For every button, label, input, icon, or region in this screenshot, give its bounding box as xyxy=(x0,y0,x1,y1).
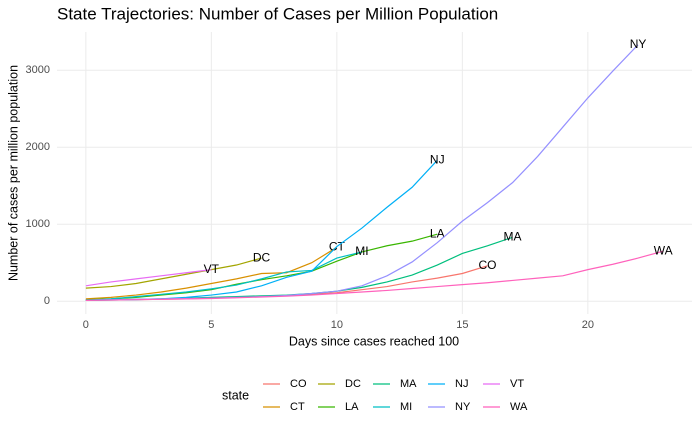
series-line xyxy=(85,257,262,289)
legend-label: VT xyxy=(510,378,524,390)
y-axis-label: Number of cases per million population xyxy=(6,65,20,281)
legend-label: CT xyxy=(290,401,305,413)
legend-label: MI xyxy=(400,401,412,413)
legend-label: MA xyxy=(400,378,417,390)
x-tick-label: 0 xyxy=(83,319,89,331)
series-line xyxy=(85,250,664,302)
y-tick-label: 1000 xyxy=(26,218,50,230)
series-line xyxy=(85,246,338,300)
end-label: MA xyxy=(504,229,522,243)
legend-label: DC xyxy=(345,378,361,390)
legend-label: WA xyxy=(510,401,528,413)
y-tick-label: 3000 xyxy=(26,64,50,76)
x-tick-label: 20 xyxy=(582,319,594,331)
chart-title: State Trajectories: Number of Cases per … xyxy=(57,4,498,23)
y-tick-label: 2000 xyxy=(26,141,50,153)
series-line xyxy=(85,233,438,301)
legend-label: NY xyxy=(455,401,471,413)
legend-label: CO xyxy=(290,378,307,390)
y-tick-label: 0 xyxy=(44,295,50,307)
legend-label: LA xyxy=(345,401,359,413)
series-line xyxy=(85,269,212,287)
end-label: NJ xyxy=(430,152,445,166)
legend-title: state xyxy=(222,388,249,402)
x-axis-label: Days since cases reached 100 xyxy=(289,334,459,348)
series-line xyxy=(85,251,363,302)
end-label: MI xyxy=(355,244,368,258)
end-label: NY xyxy=(630,37,647,51)
x-tick-label: 15 xyxy=(456,319,468,331)
x-tick-label: 10 xyxy=(331,319,343,331)
legend-label: NJ xyxy=(455,378,468,390)
end-label: VT xyxy=(204,262,220,276)
end-label: DC xyxy=(253,250,271,264)
end-label: CO xyxy=(478,258,496,272)
end-label: LA xyxy=(430,226,445,240)
end-label: WA xyxy=(654,243,673,257)
x-tick-label: 5 xyxy=(208,319,214,331)
